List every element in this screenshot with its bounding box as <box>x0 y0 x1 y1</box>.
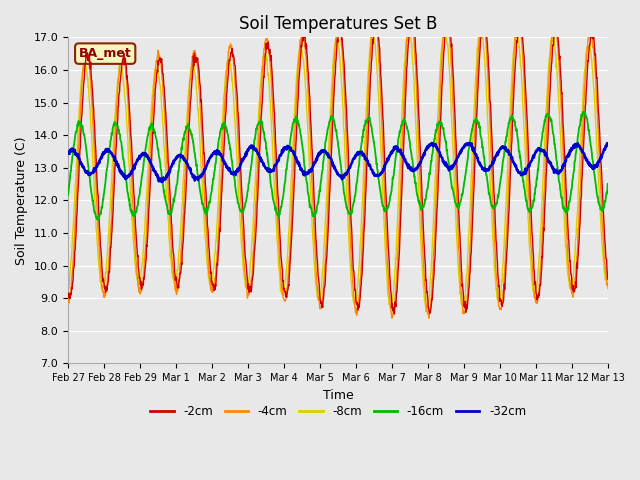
Y-axis label: Soil Temperature (C): Soil Temperature (C) <box>15 136 28 264</box>
X-axis label: Time: Time <box>323 389 353 402</box>
Legend: -2cm, -4cm, -8cm, -16cm, -32cm: -2cm, -4cm, -8cm, -16cm, -32cm <box>145 400 531 423</box>
Title: Soil Temperatures Set B: Soil Temperatures Set B <box>239 15 437 33</box>
Text: BA_met: BA_met <box>79 47 132 60</box>
